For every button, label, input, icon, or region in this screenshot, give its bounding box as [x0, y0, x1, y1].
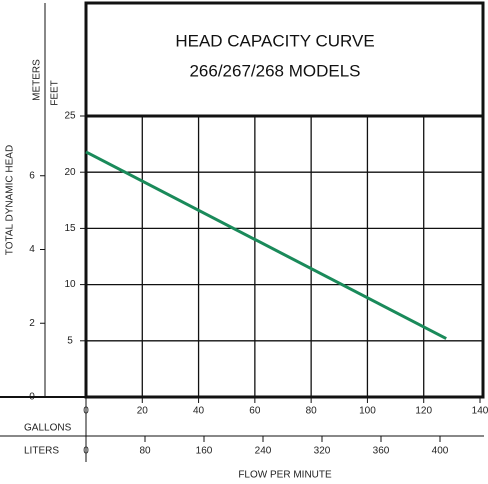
y2-tick-label: 6 — [29, 170, 35, 181]
x2-tick-label: 160 — [196, 446, 213, 457]
y-tick-label: 15 — [64, 223, 76, 234]
y2-unit: METERS — [32, 59, 43, 101]
x2-tick-label: 80 — [139, 446, 151, 457]
y-tick-label: 20 — [64, 167, 76, 178]
x2-tick-label: 0 — [83, 446, 89, 457]
y-tick-label: 25 — [64, 111, 76, 122]
chart-title: HEAD CAPACITY CURVE — [175, 31, 374, 50]
x-axis-title: FLOW PER MINUTE — [238, 470, 332, 481]
x-tick-label: 40 — [193, 406, 205, 417]
y2-tick-label: 4 — [29, 244, 35, 255]
x2-tick-label: 400 — [432, 446, 449, 457]
x2-unit: LITERS — [24, 446, 59, 457]
x2-tick-label: 360 — [373, 446, 390, 457]
x2-tick-label: 320 — [314, 446, 331, 457]
x-tick-label: 140 — [472, 406, 488, 417]
y-axis-title: TOTAL DYNAMIC HEAD — [5, 145, 16, 255]
y-tick-label: 5 — [67, 335, 73, 346]
y-tick-label: 10 — [64, 279, 76, 290]
x-tick-label: 120 — [415, 406, 432, 417]
x-tick-label: 20 — [137, 406, 149, 417]
y2-tick-label: 2 — [29, 318, 35, 329]
chart-subtitle: 266/267/268 MODELS — [189, 61, 360, 80]
x2-tick-label: 240 — [255, 446, 272, 457]
x-unit: GALLONS — [24, 423, 72, 434]
x-tick-label: 100 — [359, 406, 376, 417]
curve — [85, 150, 447, 340]
x-tick-label: 60 — [249, 406, 261, 417]
x-tick-label: 80 — [306, 406, 318, 417]
y-unit: FEET — [50, 80, 61, 106]
